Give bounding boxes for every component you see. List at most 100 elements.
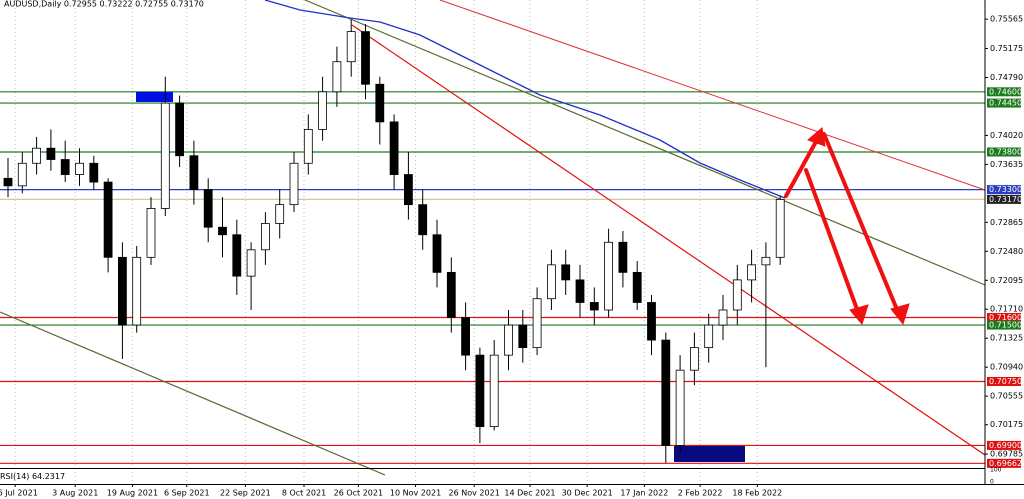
arrow — [804, 168, 860, 314]
candle-body — [3, 177, 13, 187]
candle-body — [704, 324, 714, 349]
level-label: 0.73170 — [989, 195, 1022, 204]
candle-body — [732, 279, 742, 311]
level-label: 0.71600 — [989, 313, 1022, 322]
x-tick-label: 26 Nov 2021 — [449, 489, 500, 498]
x-tick-label: 19 Aug 2021 — [107, 489, 158, 498]
y-tick-label: 0.69785 — [990, 450, 1023, 459]
candle-body — [260, 223, 270, 251]
y-tick-label: 0.70555 — [990, 392, 1023, 401]
candle-body — [718, 309, 728, 326]
candle-body — [690, 347, 699, 371]
candle-body — [175, 102, 185, 157]
candle-body — [561, 264, 571, 281]
candle-body — [532, 298, 542, 349]
candle-body — [146, 208, 156, 258]
x-tick-label: 3 Aug 2021 — [52, 489, 98, 498]
y-tick-label: 0.72095 — [990, 276, 1023, 285]
candle-body — [118, 256, 127, 326]
x-tick-label: 17 Jan 2022 — [620, 489, 668, 498]
x-tick-label: 10 Nov 2021 — [390, 489, 441, 498]
y-tick-label: 0.70940 — [990, 363, 1023, 372]
level-tag — [987, 458, 1021, 468]
y-tick-label: 0.74790 — [990, 73, 1023, 82]
candle-body — [389, 121, 399, 175]
candle-body — [160, 102, 170, 209]
chart-title: AUDUSD,Daily 0.72955 0.73222 0.72755 0.7… — [4, 0, 204, 9]
projection-arrows — [784, 127, 910, 326]
x-tick-label: 22 Sep 2021 — [220, 489, 271, 498]
rsi-value: 64.2317 — [32, 472, 65, 481]
candle-body — [518, 324, 528, 349]
candle-body — [547, 264, 556, 300]
level-tag — [987, 98, 1021, 108]
level-tag — [987, 147, 1021, 157]
y-tick-label: 0.71710 — [990, 305, 1023, 314]
level-tag — [987, 320, 1021, 330]
level-label: 0.74600 — [989, 87, 1022, 96]
y-tick-label: 0.72480 — [990, 247, 1023, 256]
trend-line — [0, 311, 386, 476]
moving-average — [264, 0, 786, 199]
trend-lines — [0, 0, 986, 476]
candle-body — [446, 271, 456, 318]
x-tick-label: 16 Jul 2021 — [0, 489, 38, 498]
candle-body — [103, 181, 113, 258]
trend-line — [351, 24, 986, 456]
y-tick-label: 0.73635 — [990, 160, 1023, 169]
candle-body — [747, 264, 756, 281]
rsi-label: RSI(14) 64.2317 — [0, 472, 65, 481]
candle-body — [361, 31, 370, 85]
level-tag — [987, 185, 1021, 195]
y-tick-label: 0.71325 — [990, 334, 1023, 343]
arrow-head — [890, 303, 910, 326]
level-label: 0.73300 — [989, 185, 1022, 194]
candle-body — [32, 147, 41, 164]
candle-body — [432, 234, 442, 273]
y-axis: 0.75565 0.75175 0.74790 0.74020 0.73635 0.728… — [985, 15, 1023, 486]
level-tag — [987, 440, 1021, 450]
candle-body — [89, 162, 99, 183]
candle-body — [60, 159, 70, 175]
candle-body — [775, 198, 785, 258]
candles-layer — [3, 19, 785, 463]
candle-body — [375, 83, 385, 123]
x-tick-label: 30 Dec 2021 — [562, 489, 613, 498]
candle-body — [461, 317, 471, 356]
candle-body — [618, 241, 628, 273]
trend-line — [439, 0, 986, 191]
candle-body — [289, 162, 299, 206]
candle-body — [589, 302, 599, 311]
rsi-tick-label: 0 — [990, 479, 994, 486]
level-tag — [987, 87, 1021, 97]
level-tag — [987, 194, 1021, 204]
candle-body — [218, 226, 227, 236]
grid-layer — [14, 0, 758, 484]
candle-body — [203, 189, 213, 228]
arrow — [822, 132, 900, 314]
zone-box — [136, 92, 173, 102]
candle-body — [46, 147, 56, 160]
arrow — [784, 136, 820, 198]
candle-body — [504, 324, 513, 356]
x-axis: 16 Jul 2021 3 Aug 2021 19 Aug 2021 6 Sep 20… — [0, 484, 782, 498]
zone-box — [674, 446, 745, 462]
candle-body — [632, 271, 642, 303]
candle-body — [303, 129, 313, 164]
x-tick-label: 8 Oct 2021 — [282, 489, 326, 498]
level-tag — [987, 376, 1021, 386]
candle-body — [332, 61, 342, 93]
candle-body — [318, 91, 328, 130]
candle-body — [489, 354, 499, 428]
candle-body — [418, 204, 428, 236]
level-tag — [987, 313, 1021, 323]
candle-body — [761, 256, 771, 266]
candle-body — [647, 302, 656, 341]
y-tick-label: 0.70175 — [990, 420, 1023, 429]
x-tick-label: 2 Feb 2022 — [678, 489, 723, 498]
trend-line — [304, 0, 986, 286]
candle-body — [275, 204, 285, 224]
x-tick-label: 14 Dec 2021 — [504, 489, 555, 498]
